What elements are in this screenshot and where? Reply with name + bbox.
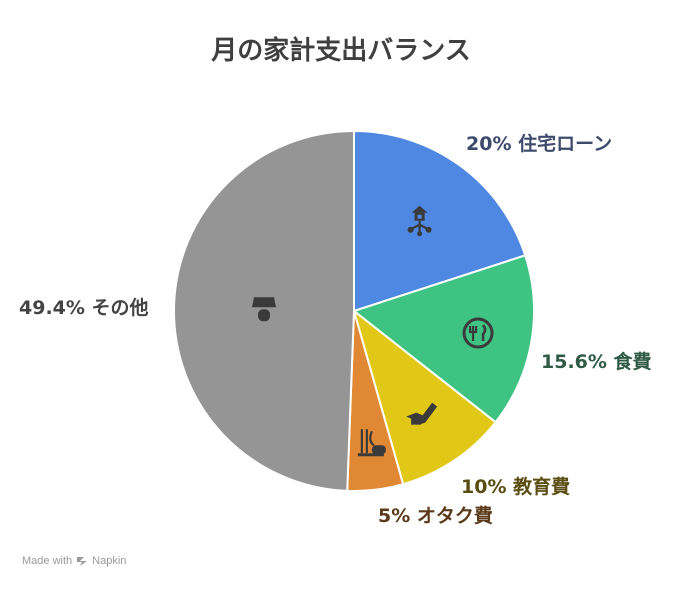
slice-label: 20% 住宅ローン — [466, 132, 612, 155]
fork-knife-icon — [462, 317, 494, 349]
pie-slice — [351, 254, 535, 424]
napkin-logo-icon — [77, 556, 88, 566]
chart-title: 月の家計支出バランス — [211, 36, 471, 66]
napkin-brand-text: Napkin — [92, 555, 127, 567]
graduation-pen-icon — [406, 402, 438, 425]
slice-label: 49.4% その他 — [19, 296, 149, 319]
footer: Made with Napkin — [22, 555, 126, 567]
pie-slice — [352, 308, 497, 486]
game-controller-icon — [357, 429, 386, 457]
slice-label: 10% 教育費 — [461, 475, 570, 498]
slice-label: 5% オタク費 — [378, 504, 493, 527]
house-icon — [407, 205, 432, 237]
lamp-icon — [252, 297, 277, 322]
pie-slice — [353, 129, 527, 313]
slice-label: 15.6% 食費 — [541, 350, 652, 373]
made-with-text: Made with — [22, 555, 73, 567]
